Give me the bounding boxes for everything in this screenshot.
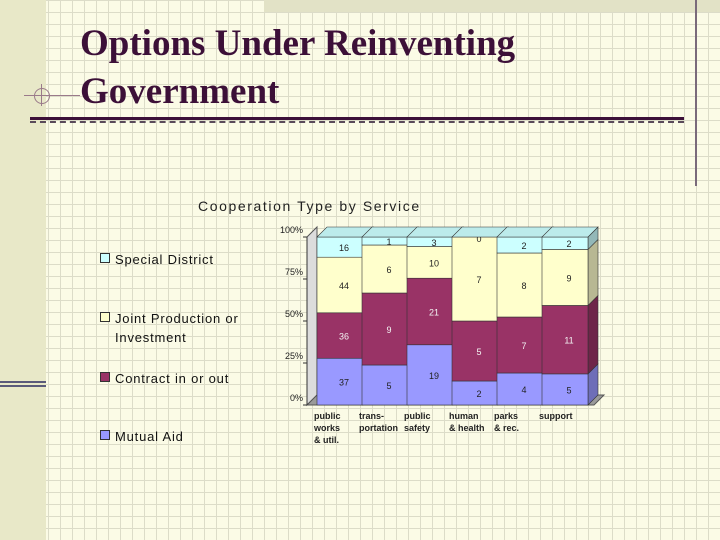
data-label: 3 xyxy=(431,238,436,248)
bar-segment xyxy=(496,252,544,318)
bar-segment xyxy=(361,292,409,366)
x-tick-label: public xyxy=(404,411,431,421)
bar-segment xyxy=(451,236,499,322)
bar-segment xyxy=(496,372,544,406)
y-tick-label: 50% xyxy=(285,309,303,319)
bar-segment xyxy=(496,236,544,254)
data-label: 5 xyxy=(476,347,481,357)
title-underline xyxy=(30,117,684,120)
data-label: 11 xyxy=(564,336,573,346)
x-tick-label: public xyxy=(314,411,341,421)
data-label: 2 xyxy=(566,239,571,249)
x-tick-label: & rec. xyxy=(494,423,519,433)
bar-segment xyxy=(406,344,454,406)
data-label: 1 xyxy=(386,237,391,247)
bar-top-face xyxy=(541,226,599,238)
legend-label: Contract in or out xyxy=(115,371,230,386)
legend-label: Special District xyxy=(115,252,214,267)
bar-segment xyxy=(361,364,409,406)
data-label: 4 xyxy=(521,385,526,395)
bar-segment xyxy=(496,316,544,374)
bar-segment-side xyxy=(587,238,599,307)
left-accent-rule xyxy=(0,381,46,383)
title-bullet-line xyxy=(24,95,80,96)
data-label: 21 xyxy=(429,307,439,317)
title-bullet-icon xyxy=(34,88,50,104)
legend-label-line2: Investment xyxy=(115,330,187,345)
data-label: 9 xyxy=(566,273,571,283)
legend-swatch xyxy=(100,430,110,440)
bar-segment xyxy=(406,236,454,247)
legend-label-line1: Joint Production or xyxy=(115,311,239,326)
bar-segment xyxy=(361,236,409,246)
data-label: 44 xyxy=(339,281,349,291)
data-label: 9 xyxy=(386,325,391,335)
x-tick-label: support xyxy=(539,411,573,421)
slide-title-line2: Government xyxy=(80,71,280,112)
y-tick-label: 0% xyxy=(290,393,303,403)
data-label: 8 xyxy=(521,281,526,291)
x-tick-label: safety xyxy=(404,423,430,433)
bar-segment xyxy=(541,373,589,406)
bar-segment xyxy=(451,380,499,406)
x-tick-label: works xyxy=(313,423,340,433)
data-label: 6 xyxy=(386,265,391,275)
y-tick-label: 100% xyxy=(280,225,303,235)
x-tick-label: & util. xyxy=(314,435,339,445)
x-tick-label: portation xyxy=(359,423,398,433)
bar-segment xyxy=(316,312,364,359)
x-tick-label: & health xyxy=(449,423,485,433)
data-label: 0 xyxy=(476,234,481,244)
slide-title: Options Under Reinventing Government xyxy=(80,20,515,116)
y-tick-label: 75% xyxy=(285,267,303,277)
bar-segment xyxy=(541,236,589,250)
data-label: 36 xyxy=(339,332,349,342)
slide-title-line1: Options Under Reinventing xyxy=(80,23,516,64)
bar-segment xyxy=(361,244,409,294)
data-label: 10 xyxy=(429,258,439,268)
legend-swatch xyxy=(100,372,110,382)
legend-label: Mutual Aid xyxy=(115,429,184,444)
data-label: 37 xyxy=(339,378,349,388)
bar-segment xyxy=(541,305,589,375)
data-label: 19 xyxy=(429,371,439,381)
data-label: 7 xyxy=(521,341,526,351)
chart-title: Cooperation Type by Service xyxy=(198,198,421,214)
data-label: 5 xyxy=(566,385,571,395)
x-tick-label: trans- xyxy=(359,411,384,421)
right-accent-line xyxy=(695,0,697,186)
data-label: 2 xyxy=(476,389,481,399)
legend-swatch xyxy=(100,312,110,322)
data-label: 16 xyxy=(339,243,349,253)
data-label: 5 xyxy=(386,381,391,391)
data-label: 2 xyxy=(521,241,526,251)
bar-segment xyxy=(406,246,454,279)
x-tick-label: parks xyxy=(494,411,518,421)
left-accent-rule xyxy=(0,385,46,387)
x-tick-label: human xyxy=(449,411,479,421)
bar-segment-side xyxy=(587,294,599,375)
title-underline-dashed xyxy=(30,121,684,123)
chart-side-wall xyxy=(306,225,318,407)
data-label: 7 xyxy=(476,275,481,285)
bar-segment xyxy=(451,320,499,382)
legend-swatch xyxy=(100,253,110,263)
y-tick-label: 25% xyxy=(285,351,303,361)
top-background-band xyxy=(264,0,720,12)
bar-segment xyxy=(541,249,589,306)
